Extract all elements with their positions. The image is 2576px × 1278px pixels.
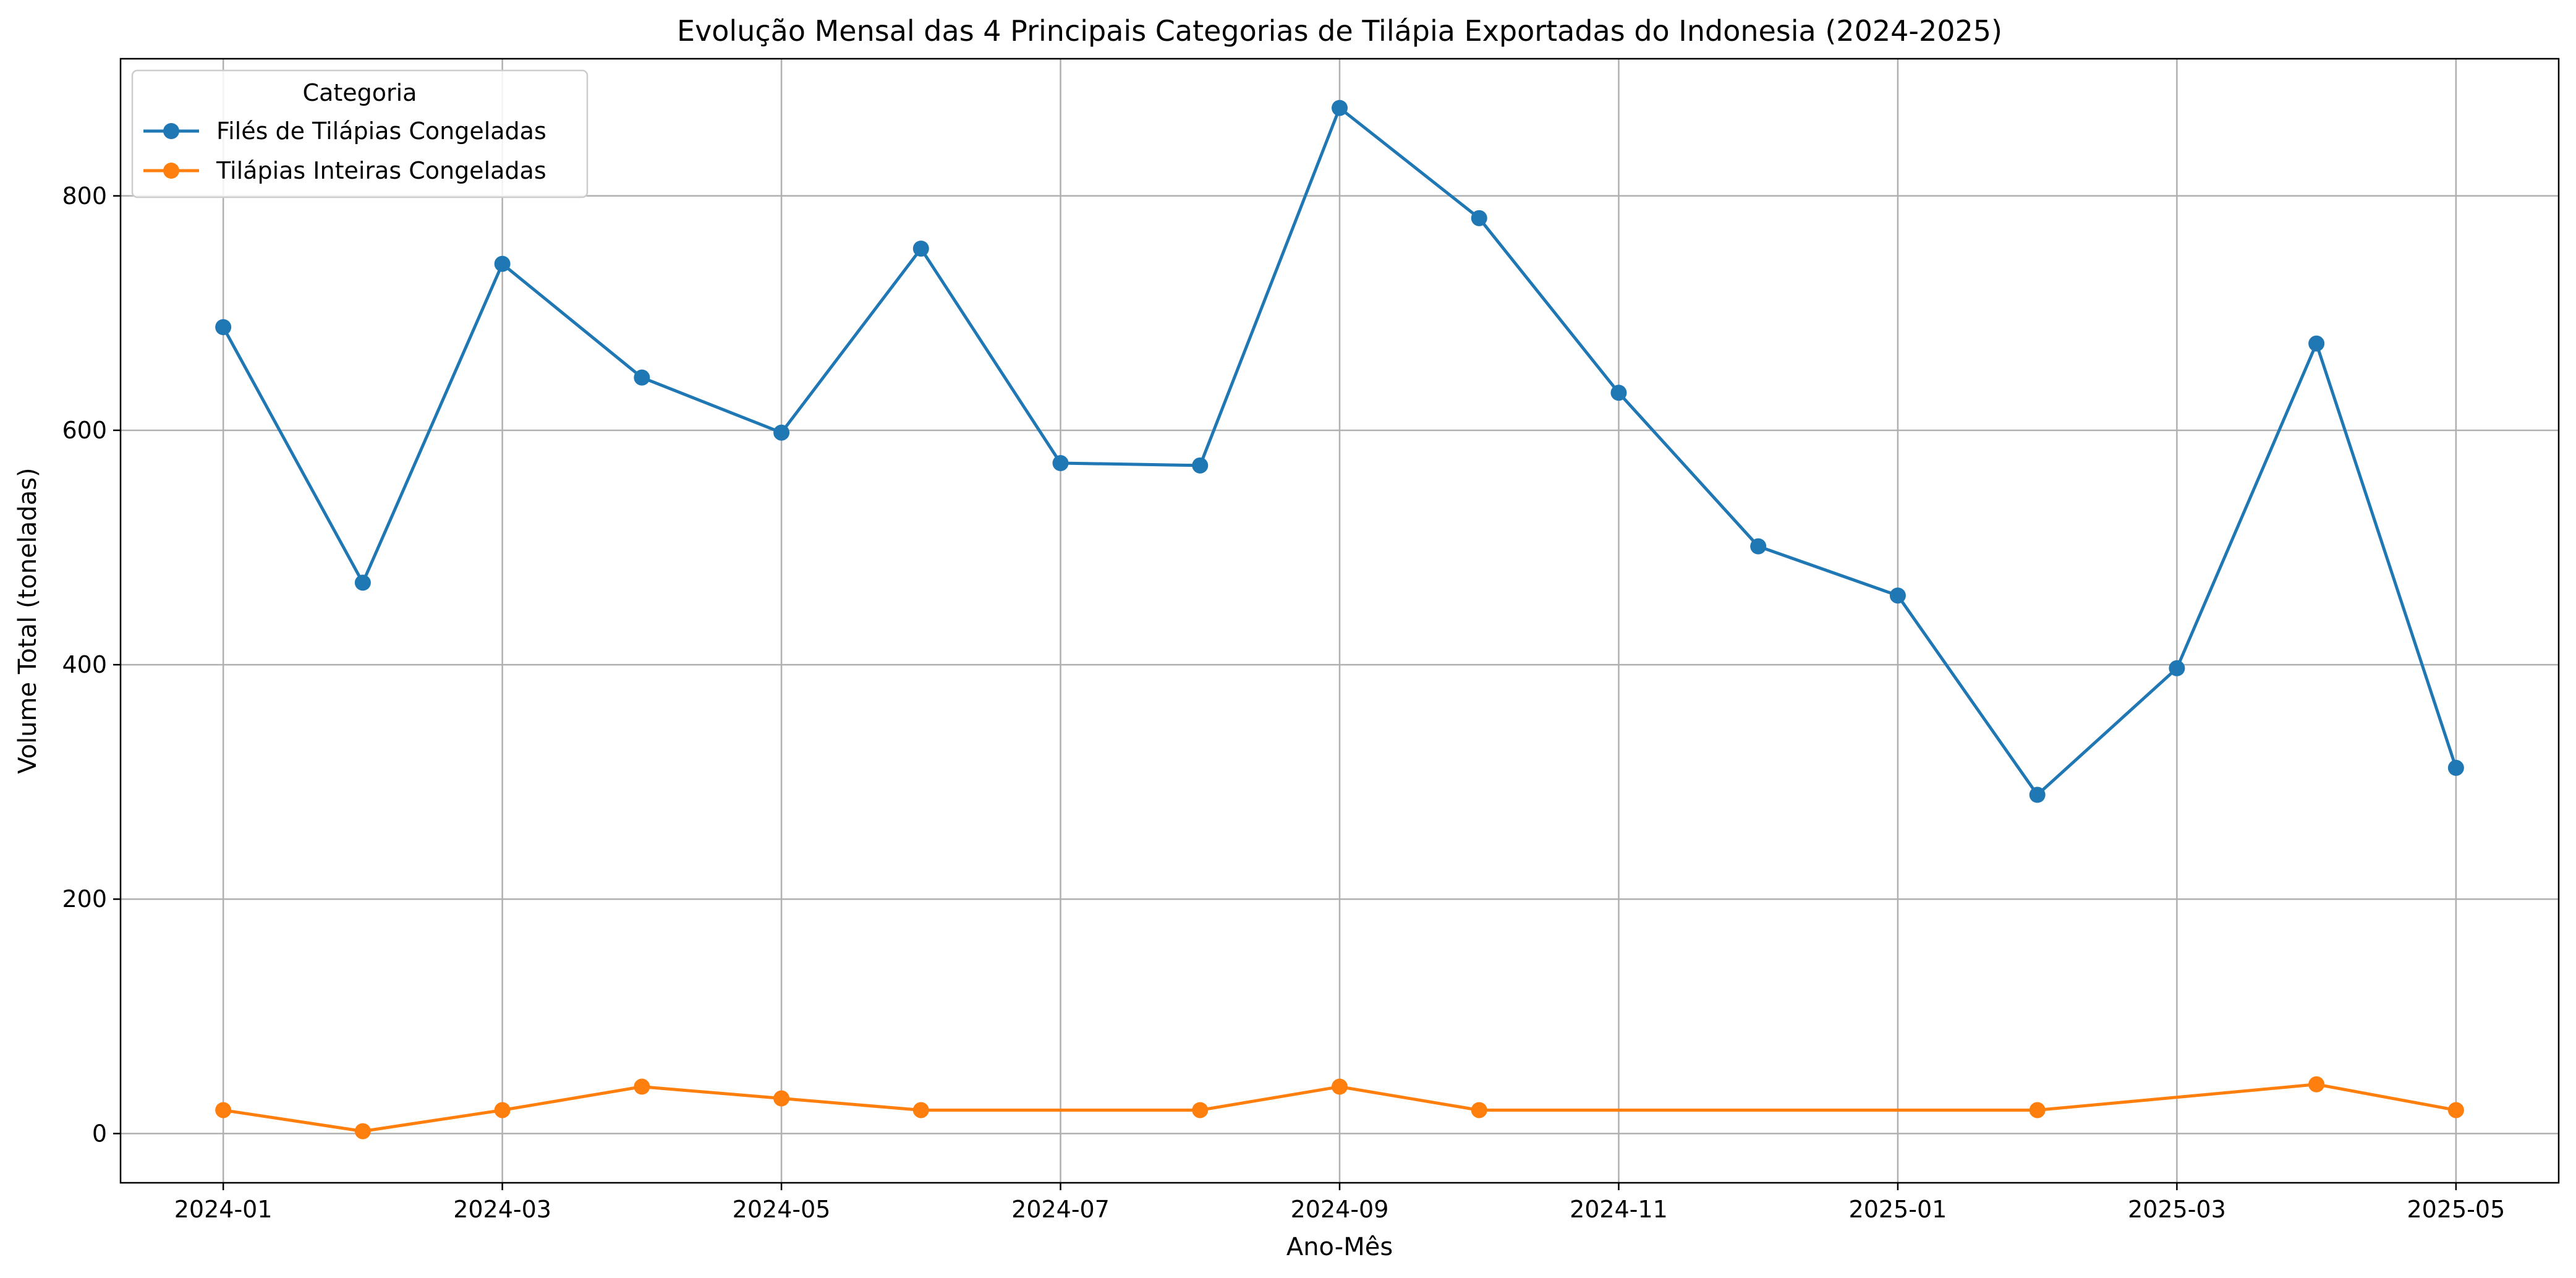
data-point [1610,385,1627,401]
legend-marker [163,163,179,179]
data-point [1471,210,1487,226]
data-point [1192,1102,1209,1118]
x-tick-label: 2025-01 [1849,1196,1947,1223]
series-layer [215,100,2464,1140]
data-point [912,241,929,257]
data-point [1471,1102,1487,1118]
legend-entry: Tilápias Inteiras Congeladas [143,157,546,184]
legend: Categoria Filés de Tilápias Congeladas Ti… [131,69,589,198]
series-line [223,1083,2457,1133]
x-tick-label: 2024-09 [1291,1196,1389,1223]
data-point [354,1123,371,1140]
legend-marker [163,123,179,139]
data-point [494,1102,511,1118]
y-tick-label: 200 [62,885,107,913]
x-tick-label: 2024-07 [1011,1196,1110,1223]
data-point [2447,759,2464,776]
grid [121,59,2559,1183]
chart-title: Evolução Mensal das 4 Principais Categor… [677,14,2002,48]
legend-box [131,69,589,198]
x-tick-label: 2025-03 [2128,1196,2226,1223]
y-tick-label: 600 [62,417,107,444]
data-point [1332,1078,1348,1095]
x-tick-label: 2024-05 [733,1196,831,1223]
y-tick-label: 0 [92,1120,107,1147]
data-point [773,424,790,441]
data-point [1192,457,1209,474]
data-point [354,574,371,591]
x-tick-label: 2024-01 [174,1196,273,1223]
data-point [2029,1102,2046,1118]
data-point [2308,335,2325,352]
legend-title: Categoria [303,79,417,106]
legend-label: Filés de Tilápias Congeladas [216,117,546,145]
x-tick-label: 2024-11 [1570,1196,1668,1223]
data-point [634,1078,650,1095]
data-point [634,369,650,386]
data-point [1750,538,1767,555]
series-1 [215,100,2464,803]
x-tick-label: 2025-05 [2407,1196,2505,1223]
axis-ticks: 0 200 400 600 800 2024-01 2024-03 2024-05 2024-0… [62,182,2505,1223]
data-point [2308,1076,2325,1093]
data-point [1889,587,1906,604]
data-point [2447,1102,2464,1118]
y-tick-label: 800 [62,182,107,210]
y-tick-label: 400 [62,651,107,678]
series-2 [215,1076,2464,1140]
legend-entry: Filés de Tilápias Congeladas [143,117,546,145]
x-axis-label: Ano-Mês [1286,1233,1393,1261]
data-point [1332,100,1348,116]
data-point [2169,660,2185,676]
data-point [494,255,511,272]
data-point [773,1090,790,1107]
data-point [215,1102,232,1118]
data-point [912,1102,929,1118]
legend-label: Tilápias Inteiras Congeladas [216,157,546,184]
x-tick-label: 2024-03 [453,1196,551,1223]
data-point [1052,455,1069,472]
data-point [2029,786,2046,803]
legend-entries: Filés de Tilápias Congeladas Tilápias Int… [143,117,546,184]
y-axis-label: Volume Total (toneladas) [14,467,42,773]
data-point [215,319,232,336]
